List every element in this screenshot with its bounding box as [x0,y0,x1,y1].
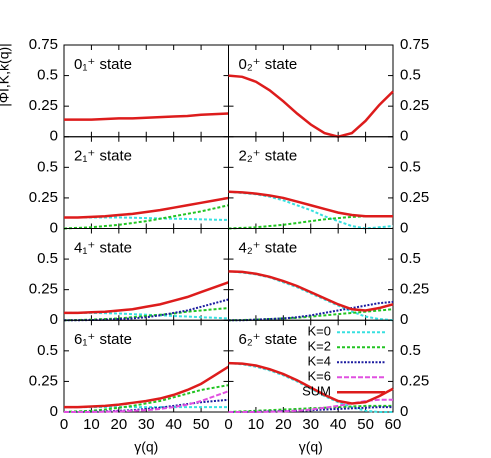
series-line [63,204,229,230]
series-line [228,406,393,413]
x-tick-label: 40 [165,416,182,433]
x-tick-label: 10 [248,416,265,433]
y-tick-label: 0.25 [29,97,58,114]
x-axis-label: γ(q) [299,439,323,455]
y-tick-label: 0 [400,311,408,328]
y-tick-label: 0.5 [37,250,58,267]
y-tick-label: 0.5 [400,158,421,175]
panel-title: 4₂⁺ state [239,239,298,256]
series-line [228,300,394,322]
legend-label: K=0 [308,324,332,339]
panel-title: 4₁⁺ state [74,239,132,256]
series-line [64,196,229,219]
x-axis-label: γ(q) [134,439,158,455]
x-tick-label: 10 [83,416,100,433]
panel-title: 6₂⁺ state [239,331,298,348]
series-line [64,365,230,409]
series-line [228,74,394,139]
y-tick-label: 0.25 [29,372,58,389]
x-tick-label: 50 [357,416,374,433]
y-tick-label: 0 [50,219,58,236]
y-tick-label: 0.5 [37,342,58,359]
x-tick-label: 0 [60,416,68,433]
series-line [64,112,229,121]
y-tick-label: 0.5 [400,250,421,267]
y-tick-label: 0 [400,403,408,420]
legend-label: SUM [302,384,331,399]
x-tick-label: 30 [138,416,155,433]
series-line [228,404,393,413]
x-tick-label: 40 [330,416,347,433]
y-tick-label: 0.25 [400,189,429,206]
series-line [228,270,394,312]
y-tick-label: 0.25 [29,281,58,298]
y-tick-label: 0.75 [29,36,58,53]
panel-title: 2₁⁺ state [74,148,132,165]
series-line [228,270,394,322]
y-tick-label: 0.5 [400,67,421,84]
series-line [228,190,394,230]
y-tick-label: 0 [50,128,58,145]
panel-title: 2₂⁺ state [239,148,298,165]
y-tick-label: 0.25 [400,281,429,298]
series-line [63,384,229,413]
y-tick-label: 0 [50,311,58,328]
legend-label: K=6 [308,369,332,384]
x-tick-label: 60 [385,416,402,433]
y-axis-label: |ΦI,K,k(q)| [0,43,12,107]
series-line [64,398,229,413]
y-tick-label: 0.75 [400,36,429,53]
x-tick-label: 20 [275,416,292,433]
panel-title: 0₂⁺ state [239,56,298,73]
legend-label: K=2 [308,339,332,354]
series-line [228,190,393,218]
series-line [64,390,229,413]
y-tick-label: 0 [400,219,408,236]
x-tick-label: 30 [302,416,319,433]
legend-label: K=4 [308,354,332,369]
series-line [228,361,394,405]
y-tick-label: 0.5 [37,67,58,84]
x-tick-label: 0 [224,416,232,433]
y-tick-label: 0.5 [37,158,58,175]
panel-title: 0₁⁺ state [74,56,132,73]
x-tick-label: 50 [193,416,210,433]
y-tick-label: 0 [50,403,58,420]
x-tick-label: 20 [110,416,127,433]
series-line [64,298,229,322]
y-tick-label: 0.5 [400,342,421,359]
y-tick-label: 0 [400,128,408,145]
y-tick-label: 0.25 [400,97,429,114]
series-line [64,281,229,315]
y-tick-label: 0.25 [400,372,429,389]
series-line [63,307,229,322]
y-tick-label: 0.25 [29,189,58,206]
panel-title: 6₁⁺ state [74,331,132,348]
